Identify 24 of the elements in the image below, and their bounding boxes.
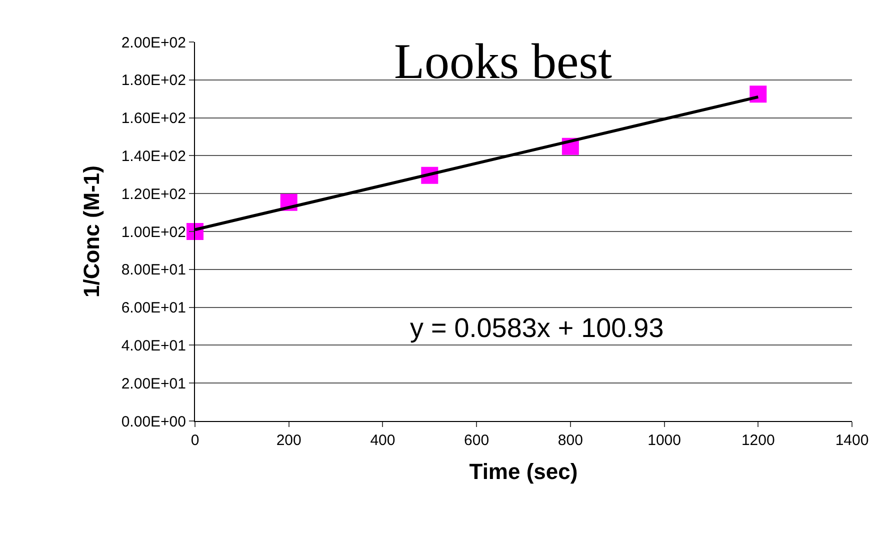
x-tick-label: 1400: [835, 432, 869, 449]
y-tick-label: 2.00E+01: [121, 375, 186, 392]
y-tick-label: 1.60E+02: [121, 110, 186, 128]
x-axis-title: Time (sec): [469, 458, 578, 484]
x-tick-label: 1200: [741, 432, 775, 449]
x-tick-label: 0: [190, 432, 200, 449]
annotation: Looks best: [394, 33, 612, 89]
x-tick-label: 600: [464, 432, 490, 449]
y-tick-label: 1.20E+02: [121, 186, 186, 203]
y-tick-label: 0.00E+00: [121, 413, 186, 430]
y-axis-title: 1/Conc (M-1): [79, 166, 104, 298]
y-tick-label: 2.00E+02: [121, 34, 186, 52]
y-tick-label: 1.00E+02: [121, 224, 186, 241]
point: [750, 86, 767, 103]
y-tick-label: 1.80E+02: [121, 72, 186, 90]
y-tick-label: 1.40E+02: [121, 148, 186, 165]
annotation: y = 0.0583x + 100.93: [410, 313, 664, 343]
y-tick-label: 6.00E+01: [121, 300, 186, 317]
x-tick-label: 200: [276, 432, 302, 449]
y-tick-label: 4.00E+01: [121, 337, 186, 354]
x-tick-label: 1000: [648, 432, 681, 449]
y-tick-label: 8.00E+01: [121, 262, 186, 279]
x-tick-label: 400: [370, 432, 396, 449]
x-tick-label: 800: [558, 432, 583, 449]
